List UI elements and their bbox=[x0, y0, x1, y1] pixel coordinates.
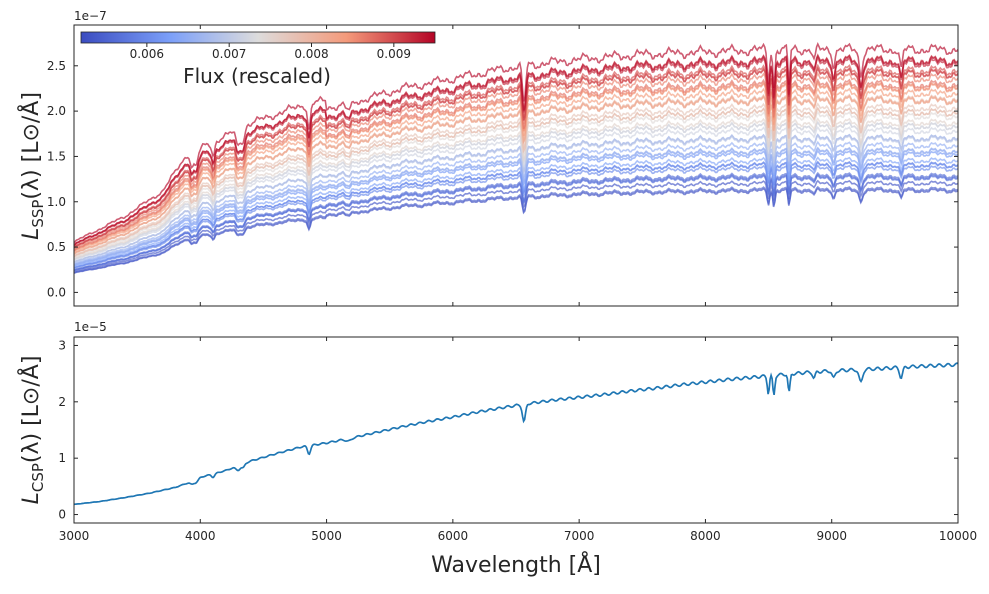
colorbar-ticks: 0.006 0.007 0.008 0.009 bbox=[130, 43, 411, 61]
y-tick-label: 2 bbox=[58, 395, 66, 409]
top-y-axis-label: LSSP(λ) [L⊙/Å] bbox=[17, 92, 47, 240]
ssp-series-line bbox=[74, 179, 958, 273]
y-tick-label: 1.5 bbox=[47, 149, 66, 163]
bottom-axis-ticks: 3000 4000 5000 6000 7000 8000 9000 10000 0 1 2 3 bbox=[58, 337, 977, 543]
ssp-series-line bbox=[74, 78, 958, 252]
ssp-series-line bbox=[74, 71, 958, 250]
ssp-series-line bbox=[74, 54, 958, 246]
ssp-series-line bbox=[74, 164, 958, 270]
ssp-series-line bbox=[74, 174, 958, 272]
bottom-y-axis-label: LCSP(λ) [L⊙/Å] bbox=[17, 356, 47, 505]
colorbar-tick-label: 0.007 bbox=[212, 47, 246, 61]
x-tick-label: 8000 bbox=[690, 529, 721, 543]
ssp-series-line bbox=[74, 161, 958, 269]
top-ylabel-sub: SSP bbox=[29, 200, 47, 228]
bottom-panel: 3000 4000 5000 6000 7000 8000 9000 10000 0 1 2 3 1e… bbox=[17, 320, 977, 578]
colorbar-tick-label: 0.008 bbox=[294, 47, 328, 61]
top-panel: 0.0 0.5 1.0 1.5 2.0 2.5 1e−7 LSSP(λ) [L⊙/Å] 0… bbox=[17, 9, 959, 307]
ssp-series-line bbox=[74, 146, 958, 266]
x-tick-label: 10000 bbox=[939, 529, 977, 543]
ssp-series-line bbox=[74, 41, 958, 244]
ssp-series-line bbox=[74, 110, 958, 259]
bottom-axes-frame bbox=[73, 336, 959, 524]
csp-series-line bbox=[74, 362, 958, 506]
bottom-ylabel-rest: (λ) [L⊙/Å] bbox=[17, 356, 44, 464]
ssp-series-line bbox=[74, 94, 958, 255]
top-axes-frame bbox=[73, 24, 959, 307]
ssp-series-line bbox=[74, 149, 958, 267]
colorbar-label: Flux (rescaled) bbox=[183, 64, 331, 88]
y-tick-label: 0.5 bbox=[47, 240, 66, 254]
top-ylabel-rest: (λ) [L⊙/Å] bbox=[17, 92, 44, 200]
x-tick-label: 9000 bbox=[816, 529, 847, 543]
ssp-series-line bbox=[74, 187, 958, 275]
y-tick-label: 0.0 bbox=[47, 285, 66, 299]
colorbar-tick-label: 0.009 bbox=[377, 47, 411, 61]
ssp-series-line bbox=[74, 140, 958, 265]
svg-text:LCSP(λ) [L⊙/Å]: LCSP(λ) [L⊙/Å] bbox=[17, 356, 47, 505]
ssp-series-line bbox=[74, 80, 958, 252]
ssp-series-line bbox=[74, 171, 958, 271]
top-y-multiplier: 1e−7 bbox=[74, 9, 107, 23]
ssp-series-group bbox=[74, 41, 958, 275]
y-tick-label: 3 bbox=[58, 338, 66, 352]
top-axis-ticks: 0.0 0.5 1.0 1.5 2.0 2.5 bbox=[47, 25, 959, 306]
ssp-series-line bbox=[74, 120, 958, 261]
csp-series-group bbox=[74, 362, 958, 506]
ssp-series-line bbox=[74, 56, 958, 247]
bottom-ylabel-sub: CSP bbox=[29, 463, 47, 492]
ssp-series-line bbox=[74, 87, 958, 254]
y-tick-label: 1 bbox=[58, 451, 66, 465]
ssp-series-line bbox=[74, 134, 958, 264]
ssp-series-line bbox=[74, 102, 958, 257]
ssp-series-line bbox=[74, 67, 958, 249]
y-tick-label: 2.0 bbox=[47, 104, 66, 118]
top-ylabel-main: L bbox=[19, 228, 44, 240]
colorbar-gradient bbox=[80, 31, 436, 44]
x-tick-label: 5000 bbox=[311, 529, 342, 543]
x-tick-label: 4000 bbox=[185, 529, 216, 543]
ssp-series-line bbox=[74, 106, 958, 258]
colorbar: 0.006 0.007 0.008 0.009 Flux (rescaled) bbox=[80, 31, 436, 88]
ssp-series-line bbox=[74, 156, 958, 268]
ssp-series-line bbox=[74, 125, 958, 262]
bottom-y-multiplier: 1e−5 bbox=[74, 320, 107, 334]
x-tick-label: 6000 bbox=[438, 529, 469, 543]
y-tick-label: 1.0 bbox=[47, 195, 66, 209]
x-axis-label: Wavelength [Å] bbox=[431, 551, 601, 578]
ssp-series-line bbox=[74, 63, 958, 249]
ssp-series-line bbox=[74, 185, 958, 274]
x-tick-label: 7000 bbox=[564, 529, 595, 543]
y-tick-label: 2.5 bbox=[47, 59, 66, 73]
x-tick-label: 3000 bbox=[59, 529, 90, 543]
y-tick-label: 0 bbox=[58, 508, 66, 522]
bottom-ylabel-main: L bbox=[19, 492, 44, 504]
colorbar-tick-label: 0.006 bbox=[130, 47, 164, 61]
ssp-series-line bbox=[74, 117, 958, 260]
svg-text:LSSP(λ) [L⊙/Å]: LSSP(λ) [L⊙/Å] bbox=[17, 92, 47, 240]
